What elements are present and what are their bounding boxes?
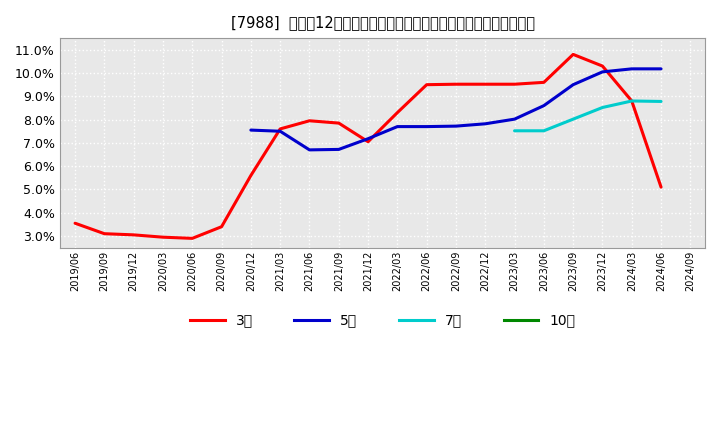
3年 (188, 236, 197, 241)
5年 (657, 66, 665, 71)
5年 (481, 121, 490, 126)
3年 (217, 224, 226, 229)
3年 (364, 139, 372, 144)
3年 (627, 98, 636, 103)
3年 (246, 173, 255, 178)
7年 (510, 128, 519, 133)
3年 (130, 232, 138, 238)
5年 (627, 66, 636, 71)
7年 (598, 105, 607, 110)
5年 (510, 117, 519, 122)
3年 (158, 235, 167, 240)
3年 (510, 81, 519, 87)
3年 (569, 52, 577, 57)
3年 (451, 81, 460, 87)
5年 (539, 103, 548, 108)
5年 (276, 128, 284, 134)
3年 (335, 121, 343, 126)
7年 (569, 117, 577, 122)
3年 (100, 231, 109, 236)
Legend: 3年, 5年, 7年, 10年: 3年, 5年, 7年, 10年 (184, 308, 581, 333)
5年 (423, 124, 431, 129)
3年 (598, 63, 607, 69)
Line: 7年: 7年 (515, 101, 661, 131)
5年 (246, 128, 255, 133)
3年 (657, 184, 665, 190)
5年 (569, 82, 577, 87)
3年 (305, 118, 314, 123)
Line: 3年: 3年 (75, 55, 661, 238)
3年 (276, 126, 284, 132)
5年 (598, 69, 607, 74)
5年 (305, 147, 314, 153)
7年 (657, 99, 665, 104)
3年 (539, 80, 548, 85)
7年 (539, 128, 548, 133)
7年 (627, 98, 636, 103)
3年 (423, 82, 431, 87)
5年 (451, 124, 460, 129)
Line: 5年: 5年 (251, 69, 661, 150)
5年 (364, 136, 372, 141)
3年 (393, 110, 402, 115)
5年 (335, 147, 343, 152)
3年 (71, 220, 79, 226)
3年 (481, 81, 490, 87)
Title: [7988]  売上高12か月移動合計の対前年同期増減率の標準偏差の推移: [7988] 売上高12か月移動合計の対前年同期増減率の標準偏差の推移 (230, 15, 535, 30)
5年 (393, 124, 402, 129)
